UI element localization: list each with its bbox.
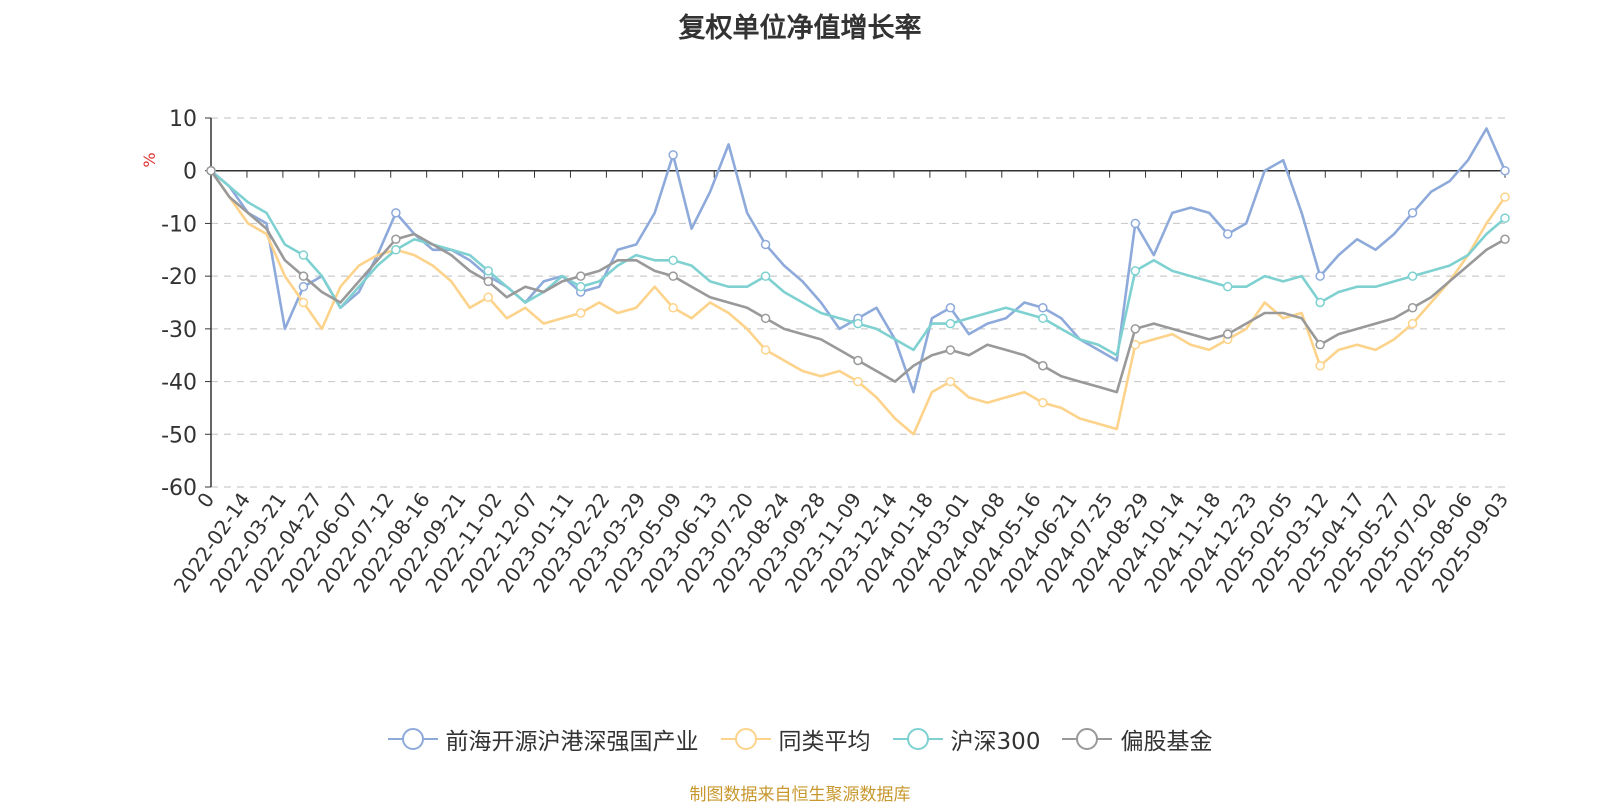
data-point [483,276,494,287]
legend-marker-icon [1062,728,1113,750]
data-point [483,292,494,302]
series-lines [206,127,1510,436]
x-tick-label: 0 [192,488,219,512]
data-point [575,271,586,281]
y-tick-label: -20 [161,265,197,290]
legend-item[interactable]: 沪深300 [892,722,1041,756]
data-point [298,250,309,260]
data-point [945,345,956,355]
data-point [1407,318,1418,329]
legend-item[interactable]: 同类平均 [720,722,871,756]
legend: 前海开源沪港深强国产业 同类平均 沪深300 偏股基金 [0,722,1600,756]
data-point [1500,234,1510,244]
data-point [1315,361,1325,371]
line-chart: 100-10-20-30-40-50-60%02022-02-142022-03… [140,107,1513,597]
data-point [1315,339,1325,350]
axes [205,117,1506,488]
data-point [1038,397,1048,408]
data-point [483,266,494,276]
legend-marker-icon [892,728,943,750]
data-point [298,297,309,308]
data-point [1407,208,1418,218]
data-point [575,308,586,318]
data-point [391,245,401,255]
data-point [1315,297,1325,308]
data-point [945,376,956,387]
data-point [945,303,956,313]
legend-marker-icon [720,728,771,750]
data-point [853,376,863,387]
y-tick-label: 0 [183,160,197,185]
chart-title: 复权单位净值增长率 [678,13,922,44]
data-point [1038,303,1048,313]
axis-labels: 100-10-20-30-40-50-60%02022-02-142022-03… [140,107,1513,597]
data-point [1407,303,1418,313]
data-point [853,318,863,329]
y-axis-unit-label: % [140,152,159,167]
data-point [1222,281,1233,292]
data-point [206,165,216,176]
y-tick-label: -60 [161,476,197,501]
data-point [391,208,401,218]
data-point [1500,165,1510,176]
data-point [1130,218,1141,229]
legend-label: 偏股基金 [1120,729,1213,755]
data-point [760,345,771,355]
data-point [1130,266,1141,276]
legend-label: 沪深300 [950,729,1041,755]
data-point [1222,329,1233,339]
data-point [575,281,586,292]
data-point [1315,271,1325,281]
y-tick-label: -10 [161,212,197,237]
legend-label: 前海开源沪港深强国产业 [445,729,699,755]
data-point [760,271,771,281]
data-point [1038,313,1048,324]
legend-label: 同类平均 [778,729,871,755]
series-line [209,169,1507,436]
data-point [298,271,309,281]
legend-marker-icon [387,728,438,750]
data-point [668,303,678,313]
y-tick-label: 10 [169,107,197,132]
data-point [298,281,309,292]
data-point [1500,213,1510,223]
data-point [1130,324,1141,334]
y-tick-label: -40 [161,371,197,396]
data-source-note: 制图数据来自恒生聚源数据库 [689,785,911,805]
y-tick-label: -50 [161,423,197,448]
data-point [668,150,678,160]
data-point [668,255,678,266]
data-point [760,239,771,250]
data-point [1038,361,1048,371]
data-point [853,355,863,366]
legend-item[interactable]: 前海开源沪港深强国产业 [387,722,699,756]
data-point [760,313,771,324]
data-point [1222,229,1233,239]
data-point [668,271,678,281]
series-line [210,127,1507,394]
data-point [1500,192,1510,202]
legend-item[interactable]: 偏股基金 [1062,722,1212,756]
data-point [1407,271,1418,281]
data-point [391,234,401,244]
y-tick-label: -30 [161,318,197,343]
data-point [945,318,956,329]
